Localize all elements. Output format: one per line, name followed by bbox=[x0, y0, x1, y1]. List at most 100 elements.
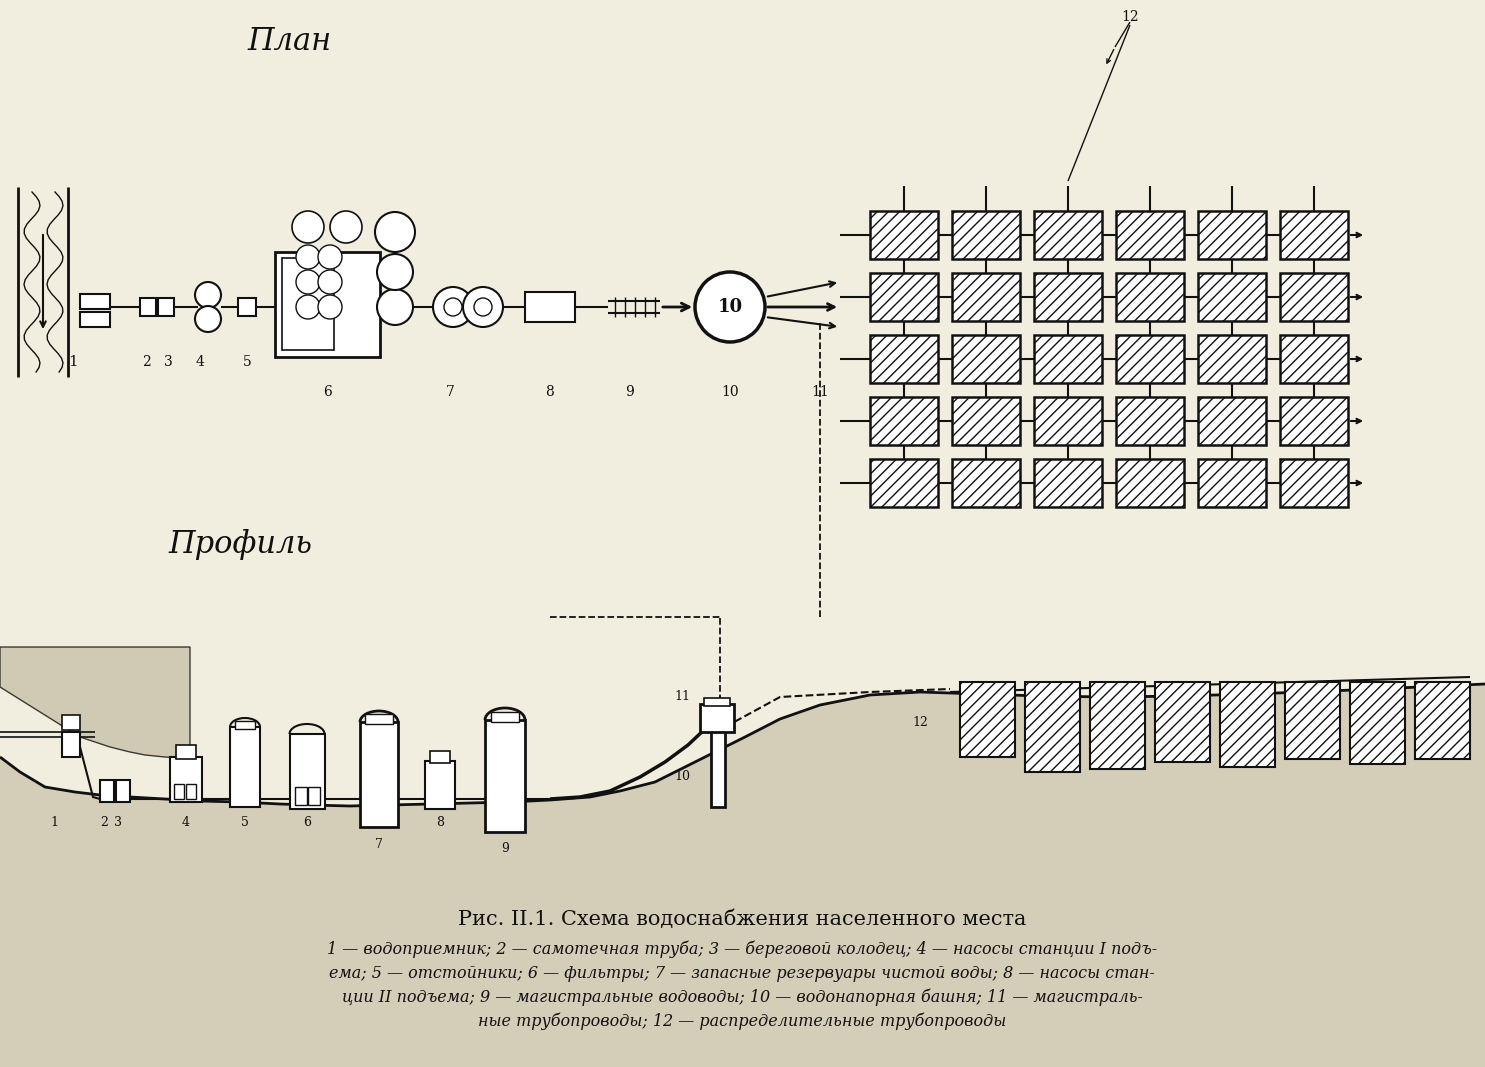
Circle shape bbox=[296, 270, 319, 294]
Text: 2: 2 bbox=[99, 815, 108, 828]
Text: 9: 9 bbox=[625, 385, 634, 399]
Circle shape bbox=[434, 287, 474, 327]
Bar bbox=[870, 273, 939, 321]
Bar bbox=[1221, 682, 1276, 767]
Bar bbox=[359, 722, 398, 827]
Circle shape bbox=[318, 294, 342, 319]
Bar bbox=[174, 784, 184, 799]
Bar bbox=[1090, 682, 1145, 769]
Circle shape bbox=[296, 245, 319, 269]
Text: 3: 3 bbox=[163, 355, 172, 369]
Bar bbox=[230, 727, 260, 807]
Bar bbox=[952, 397, 1020, 445]
Circle shape bbox=[318, 245, 342, 269]
Text: 6: 6 bbox=[303, 815, 310, 828]
Text: 10: 10 bbox=[674, 770, 691, 783]
Bar bbox=[1117, 397, 1184, 445]
Circle shape bbox=[376, 212, 414, 252]
Bar bbox=[870, 459, 939, 507]
Text: 4: 4 bbox=[196, 355, 205, 369]
Text: 7: 7 bbox=[446, 385, 454, 399]
Bar bbox=[1280, 211, 1348, 259]
Bar bbox=[1198, 211, 1267, 259]
Bar bbox=[177, 745, 196, 759]
Bar bbox=[1350, 682, 1405, 764]
Bar bbox=[952, 211, 1020, 259]
Text: 10: 10 bbox=[722, 385, 740, 399]
Bar bbox=[1198, 459, 1267, 507]
Polygon shape bbox=[0, 684, 1485, 1067]
Circle shape bbox=[195, 306, 221, 332]
Bar bbox=[952, 273, 1020, 321]
Text: 3: 3 bbox=[114, 815, 122, 828]
Text: 6: 6 bbox=[322, 385, 331, 399]
Circle shape bbox=[463, 287, 503, 327]
Circle shape bbox=[330, 211, 362, 243]
Bar bbox=[80, 294, 110, 309]
Circle shape bbox=[195, 282, 221, 308]
Bar bbox=[870, 397, 939, 445]
Bar bbox=[1280, 459, 1348, 507]
Text: 4: 4 bbox=[183, 815, 190, 828]
Bar bbox=[526, 292, 575, 322]
Circle shape bbox=[444, 298, 462, 316]
Text: 12: 12 bbox=[912, 716, 928, 729]
Circle shape bbox=[377, 254, 413, 290]
Bar bbox=[486, 720, 526, 832]
Bar bbox=[959, 682, 1016, 757]
Text: 5: 5 bbox=[242, 355, 251, 369]
Text: 5: 5 bbox=[241, 815, 249, 828]
Bar bbox=[425, 761, 454, 809]
Text: 2: 2 bbox=[143, 355, 151, 369]
Bar bbox=[169, 757, 202, 802]
Bar bbox=[1034, 273, 1102, 321]
Bar bbox=[1117, 335, 1184, 383]
Bar bbox=[1117, 211, 1184, 259]
Circle shape bbox=[318, 270, 342, 294]
Text: План: План bbox=[248, 27, 333, 58]
Bar bbox=[99, 780, 114, 802]
Bar bbox=[116, 780, 131, 802]
Bar bbox=[140, 298, 156, 316]
Bar bbox=[1034, 335, 1102, 383]
Bar bbox=[1280, 397, 1348, 445]
Bar bbox=[711, 729, 725, 807]
Bar bbox=[1034, 397, 1102, 445]
Bar bbox=[80, 312, 110, 327]
Bar bbox=[1034, 211, 1102, 259]
Bar bbox=[870, 211, 939, 259]
Bar bbox=[62, 715, 80, 730]
Text: 10: 10 bbox=[717, 298, 742, 316]
Bar bbox=[1280, 273, 1348, 321]
Bar bbox=[62, 732, 80, 757]
Bar bbox=[699, 704, 734, 732]
Bar bbox=[235, 721, 255, 729]
Bar bbox=[952, 335, 1020, 383]
Bar bbox=[1415, 682, 1470, 759]
Text: 11: 11 bbox=[811, 385, 829, 399]
Text: 1: 1 bbox=[68, 355, 79, 369]
Bar bbox=[1280, 335, 1348, 383]
Circle shape bbox=[293, 211, 324, 243]
Text: ции II подъема; 9 — магистральные водоводы; 10 — водонапорная башня; 11 — магист: ции II подъема; 9 — магистральные водово… bbox=[342, 988, 1142, 1006]
Text: 1 — водоприемник; 2 — самотечная труба; 3 — береговой колодец; 4 — насосы станци: 1 — водоприемник; 2 — самотечная труба; … bbox=[327, 940, 1157, 958]
Text: 1: 1 bbox=[50, 815, 58, 828]
Bar bbox=[275, 252, 380, 357]
Bar bbox=[157, 298, 174, 316]
Bar bbox=[307, 787, 319, 805]
Bar bbox=[492, 712, 518, 722]
Text: 12: 12 bbox=[1121, 10, 1139, 23]
Circle shape bbox=[695, 272, 765, 343]
Text: 9: 9 bbox=[500, 843, 509, 856]
Bar bbox=[282, 258, 334, 350]
Bar bbox=[186, 784, 196, 799]
Bar bbox=[1285, 682, 1339, 759]
Bar bbox=[1198, 335, 1267, 383]
Bar bbox=[431, 751, 450, 763]
Text: ема; 5 — отстойники; 6 — фильтры; 7 — запасные резервуары чистой воды; 8 — насос: ема; 5 — отстойники; 6 — фильтры; 7 — за… bbox=[330, 965, 1155, 982]
Polygon shape bbox=[0, 647, 190, 759]
Bar bbox=[870, 335, 939, 383]
Bar bbox=[296, 787, 307, 805]
Bar bbox=[1198, 273, 1267, 321]
Bar bbox=[952, 459, 1020, 507]
